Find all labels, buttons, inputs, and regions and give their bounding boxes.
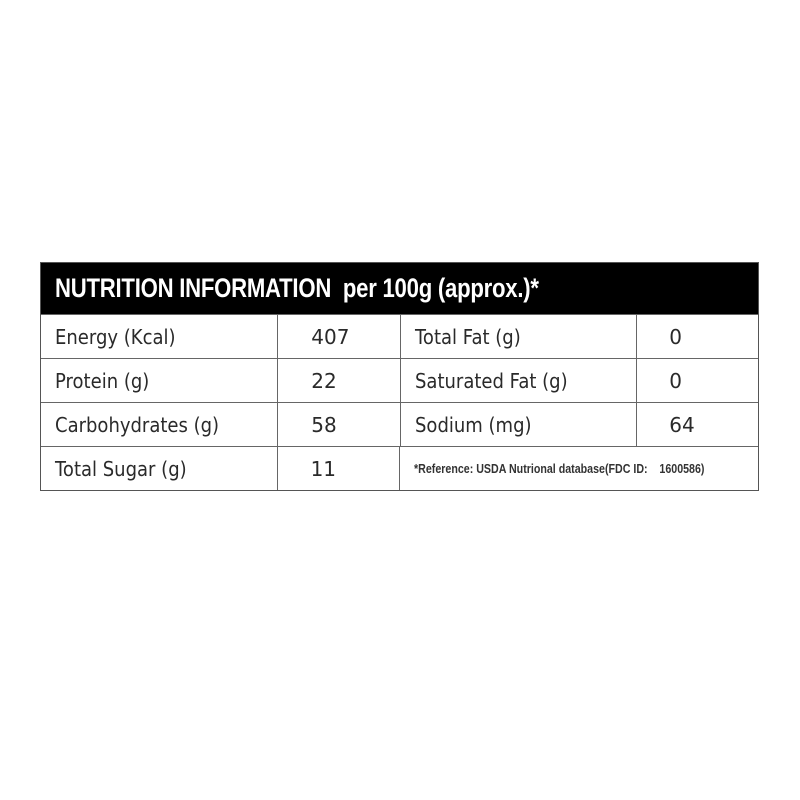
nutrient-label-text: Carbohydrates (g) bbox=[55, 412, 220, 437]
nutrient-value: 0 bbox=[636, 359, 758, 402]
nutrient-value: 11 bbox=[276, 447, 399, 490]
table-row: Energy (Kcal) 407 Total Fat (g) 0 bbox=[41, 314, 758, 358]
nutrient-value: 64 bbox=[636, 403, 758, 446]
nutrient-label: Saturated Fat (g) bbox=[400, 359, 636, 402]
table-row: Total Sugar (g) 11 *Reference: USDA Nutr… bbox=[41, 446, 758, 490]
nutrient-label-text: Energy (Kcal) bbox=[55, 324, 176, 349]
nutrient-label: Energy (Kcal) bbox=[41, 315, 277, 358]
nutrient-value: 22 bbox=[277, 359, 400, 402]
nutrient-label-text: Saturated Fat (g) bbox=[415, 368, 568, 393]
nutrient-label: Total Sugar (g) bbox=[41, 447, 277, 490]
table-row: Carbohydrates (g) 58 Sodium (mg) 64 bbox=[41, 402, 758, 446]
nutrient-label-text: Sodium (mg) bbox=[415, 412, 532, 437]
nutrient-label-text: Protein (g) bbox=[55, 368, 150, 393]
nutrition-table: NUTRITION INFORMATION per 100g (approx.)… bbox=[40, 262, 759, 491]
nutrient-value: 0 bbox=[636, 315, 758, 358]
nutrient-value: 58 bbox=[277, 403, 400, 446]
nutrient-value: 407 bbox=[277, 315, 400, 358]
nutrient-label: Total Fat (g) bbox=[400, 315, 636, 358]
nutrient-label: Sodium (mg) bbox=[400, 403, 636, 446]
table-row: Protein (g) 22 Saturated Fat (g) 0 bbox=[41, 358, 758, 402]
reference-text: *Reference: USDA Nutrional database(FDC … bbox=[414, 461, 705, 476]
table-title: NUTRITION INFORMATION per 100g (approx.)… bbox=[55, 273, 539, 303]
nutrient-label-text: Total Sugar (g) bbox=[55, 456, 187, 481]
nutrient-label: Protein (g) bbox=[41, 359, 277, 402]
table-header: NUTRITION INFORMATION per 100g (approx.)… bbox=[41, 263, 758, 314]
nutrient-label: Carbohydrates (g) bbox=[41, 403, 277, 446]
reference-note: *Reference: USDA Nutrional database(FDC … bbox=[399, 447, 758, 490]
nutrient-label-text: Total Fat (g) bbox=[415, 324, 521, 349]
